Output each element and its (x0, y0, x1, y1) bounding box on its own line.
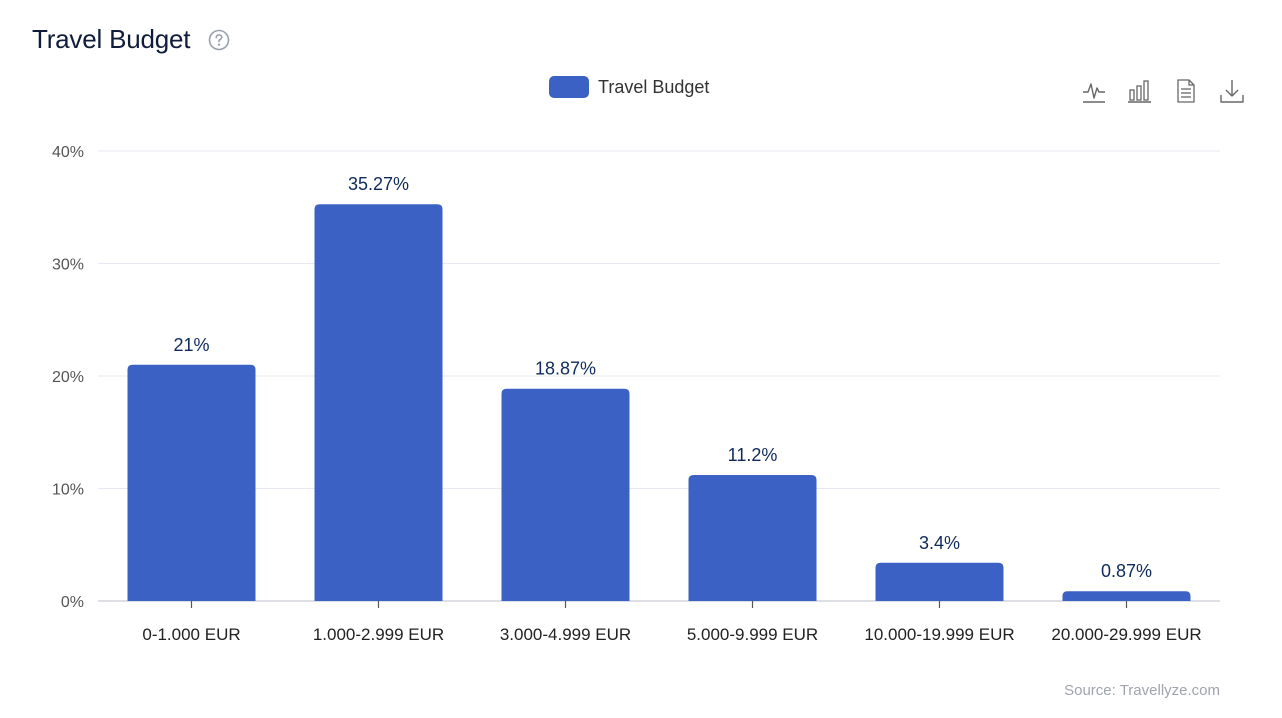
bar (501, 388, 630, 601)
bar (314, 204, 443, 601)
download-icon[interactable] (1218, 76, 1246, 106)
y-tick-label: 10% (52, 482, 84, 499)
y-tick-label: 0% (61, 594, 84, 611)
data-label: 11.2% (728, 445, 778, 465)
question-circle-icon[interactable] (208, 29, 230, 51)
page-title: Travel Budget (32, 24, 191, 54)
data-label: 18.87% (535, 359, 596, 379)
x-tick-label: 0-1.000 EUR (142, 625, 240, 644)
bar (1062, 591, 1191, 601)
x-tick-label: 3.000-4.999 EUR (500, 625, 631, 644)
data-label: 0.87% (1101, 561, 1152, 581)
chart-legend[interactable]: Travel Budget (549, 76, 709, 98)
data-label: 35.27% (348, 174, 409, 194)
y-tick-label: 30% (52, 257, 84, 274)
data-label: 21% (173, 335, 209, 355)
y-tick-label: 40% (52, 144, 84, 161)
data-label: 3.4% (919, 533, 960, 553)
bar (688, 475, 817, 601)
chart-header: Travel Budget (32, 24, 230, 55)
chart-toolbar (1080, 76, 1246, 106)
x-tick-label: 10.000-19.999 EUR (864, 625, 1014, 644)
legend-label: Travel Budget (598, 76, 710, 97)
y-tick-label: 20% (52, 369, 84, 386)
legend-swatch (549, 76, 589, 98)
line-chart-icon[interactable] (1080, 76, 1108, 106)
source-credit[interactable]: Source: Travellyze.com (1064, 682, 1220, 699)
x-tick-label: 1.000-2.999 EUR (313, 625, 444, 644)
bar (875, 562, 1004, 601)
bar (127, 364, 256, 601)
x-tick-label: 20.000-29.999 EUR (1051, 625, 1201, 644)
document-icon[interactable] (1172, 76, 1200, 106)
x-tick-label: 5.000-9.999 EUR (687, 625, 818, 644)
bar-chart-icon[interactable] (1126, 76, 1154, 106)
